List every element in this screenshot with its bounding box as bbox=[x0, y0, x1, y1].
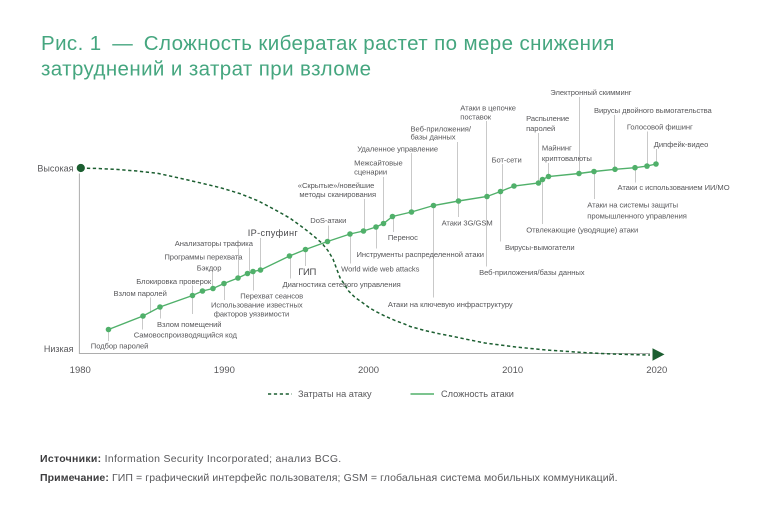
svg-text:Перехват сеансов: Перехват сеансов bbox=[240, 291, 303, 300]
svg-text:Веб-приложения/базы данных: Веб-приложения/базы данных bbox=[479, 268, 585, 277]
svg-text:2010: 2010 bbox=[502, 365, 523, 376]
svg-text:2000: 2000 bbox=[358, 365, 379, 376]
svg-text:Примечание: ГИП = графический: Примечание: ГИП = графический интерфейс … bbox=[40, 472, 618, 484]
svg-text:«Скрытые»/новейшие: «Скрытые»/новейшие bbox=[298, 181, 375, 190]
svg-text:Взлом паролей: Взлом паролей bbox=[114, 289, 167, 298]
svg-text:Бот-сети: Бот-сети bbox=[492, 156, 522, 165]
svg-text:Перенос: Перенос bbox=[388, 233, 418, 242]
svg-text:ГИП: ГИП bbox=[298, 267, 316, 278]
svg-text:Сложность атаки: Сложность атаки bbox=[441, 389, 514, 399]
svg-text:IP-спуфинг: IP-спуфинг bbox=[248, 228, 299, 238]
svg-text:Взлом помещений: Взлом помещений bbox=[157, 320, 221, 329]
svg-text:1980: 1980 bbox=[70, 365, 91, 376]
svg-text:Вирусы двойного вымогательства: Вирусы двойного вымогательства bbox=[594, 106, 713, 115]
svg-text:Атаки в цепочке: Атаки в цепочке bbox=[460, 104, 516, 113]
svg-text:Использование известных: Использование известных bbox=[211, 301, 303, 310]
svg-text:Источники: Information Securit: Источники: Information Security Incorpor… bbox=[40, 453, 341, 465]
svg-text:поставок: поставок bbox=[460, 112, 492, 121]
svg-text:Голосовой фишинг: Голосовой фишинг bbox=[627, 123, 693, 132]
svg-text:Блокировка проверок: Блокировка проверок bbox=[136, 277, 212, 286]
svg-text:Высокая: Высокая bbox=[37, 164, 73, 174]
svg-text:Дипфейк-видео: Дипфейк-видео bbox=[654, 140, 708, 149]
svg-text:Распыление: Распыление bbox=[526, 114, 569, 123]
svg-text:Электронный скимминг: Электронный скимминг bbox=[550, 88, 631, 97]
svg-text:промышленного управления: промышленного управления bbox=[587, 212, 687, 221]
svg-text:Самовоспроизводящийся код: Самовоспроизводящийся код bbox=[134, 330, 238, 339]
svg-text:Удаленное управление: Удаленное управление bbox=[357, 144, 438, 153]
svg-text:Диагностика сетевого управлени: Диагностика сетевого управления bbox=[283, 280, 401, 289]
svg-text:методы сканирования: методы сканирования bbox=[299, 190, 376, 199]
svg-text:Атаки 3G/GSM: Атаки 3G/GSM bbox=[442, 219, 493, 228]
svg-text:Анализаторы трафика: Анализаторы трафика bbox=[175, 239, 254, 248]
svg-text:Затраты на атаку: Затраты на атаку bbox=[298, 389, 372, 399]
svg-text:Вирусы-вымогатели: Вирусы-вымогатели bbox=[505, 243, 575, 252]
svg-text:факторов уязвимости: факторов уязвимости bbox=[214, 310, 290, 319]
svg-text:криптовалюты: криптовалюты bbox=[542, 154, 592, 163]
svg-text:1990: 1990 bbox=[214, 365, 235, 376]
svg-text:DoS-атаки: DoS-атаки bbox=[310, 216, 346, 225]
svg-text:Бэкдор: Бэкдор bbox=[197, 263, 222, 272]
svg-text:Атаки на системы защиты: Атаки на системы защиты bbox=[587, 201, 678, 210]
svg-text:затруднений и затрат при взлом: затруднений и затрат при взломе bbox=[41, 58, 371, 81]
svg-text:Низкая: Низкая bbox=[44, 344, 74, 354]
svg-text:Рис. 1 — Сложность кибератак р: Рис. 1 — Сложность кибератак растет по м… bbox=[41, 32, 615, 55]
svg-text:сценарии: сценарии bbox=[354, 168, 387, 177]
svg-text:Атаки с использованием ИИ/МО: Атаки с использованием ИИ/МО bbox=[618, 183, 730, 192]
svg-text:Инструменты распределенной ата: Инструменты распределенной атаки bbox=[357, 250, 484, 259]
svg-text:Межсайтовые: Межсайтовые bbox=[354, 158, 403, 167]
svg-text:Веб-приложения/: Веб-приложения/ bbox=[411, 124, 472, 133]
svg-text:Подбор паролей: Подбор паролей bbox=[91, 342, 149, 351]
svg-text:Атаки на ключевую инфраструкту: Атаки на ключевую инфраструктуру bbox=[388, 300, 513, 309]
svg-text:Майнинг: Майнинг bbox=[542, 144, 572, 153]
svg-text:Программы перехвата: Программы перехвата bbox=[164, 252, 243, 261]
svg-text:паролей: паролей bbox=[526, 124, 555, 133]
svg-text:Отвлекающие (уводящие) атаки: Отвлекающие (уводящие) атаки bbox=[526, 226, 638, 235]
svg-text:2020: 2020 bbox=[646, 365, 667, 376]
svg-text:базы данных: базы данных bbox=[411, 133, 456, 142]
svg-text:World wide web attacks: World wide web attacks bbox=[341, 265, 420, 274]
